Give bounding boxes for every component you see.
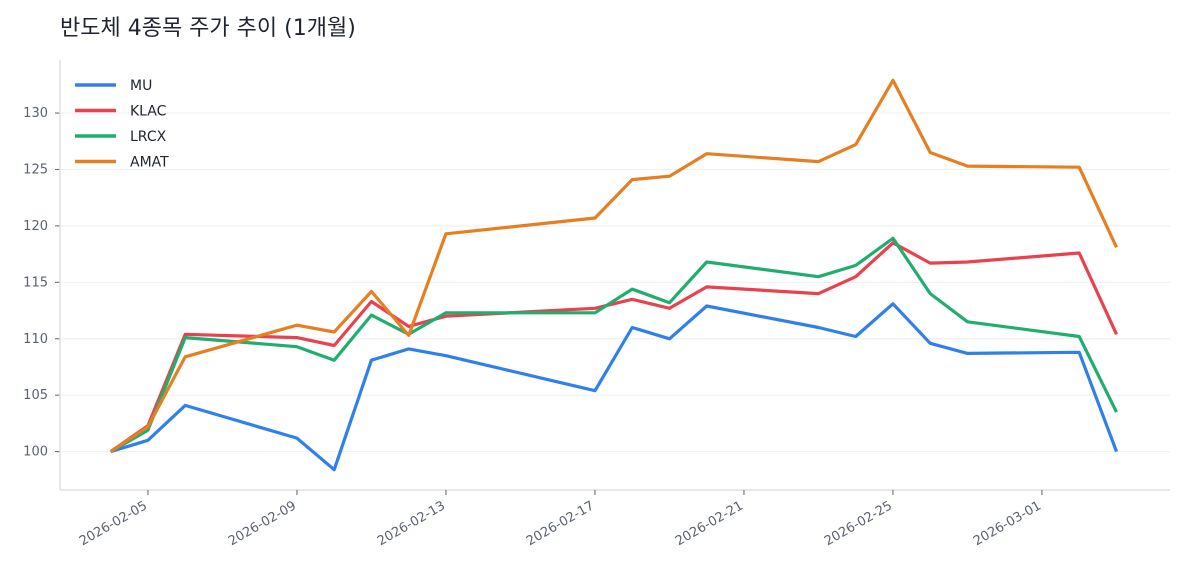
series-line-mu [110, 302, 1118, 472]
y-tick-label: 100 [23, 445, 48, 460]
x-tick-label: 2026-03-01 [971, 498, 1044, 549]
x-tick-label: 2026-02-17 [524, 498, 597, 549]
x-tick-label: 2026-02-09 [226, 498, 299, 549]
x-tick-label: 2026-02-13 [375, 498, 448, 549]
y-tick-label: 120 [23, 219, 48, 234]
x-tick-label: 2026-02-25 [822, 498, 895, 549]
legend-label-lrcx: LRCX [130, 129, 167, 145]
x-tick-label: 2026-02-21 [673, 498, 746, 549]
legend-label-amat: AMAT [130, 155, 169, 171]
legend-label-mu: MU [130, 78, 152, 94]
y-tick-label: 105 [23, 388, 48, 403]
y-tick-label: 110 [23, 332, 48, 347]
y-tick-label: 115 [23, 275, 48, 290]
y-tick-label: 130 [23, 106, 48, 121]
x-tick-label: 2026-02-05 [77, 498, 150, 549]
chart-title: 반도체 4종목 주가 추이 (1개월) [60, 16, 356, 41]
legend-label-klac: KLAC [130, 104, 167, 120]
series-line-amat [109, 78, 1118, 453]
series-line-klac [109, 241, 1118, 453]
series-line-lrcx [109, 236, 1118, 453]
y-tick-label: 125 [23, 162, 48, 177]
